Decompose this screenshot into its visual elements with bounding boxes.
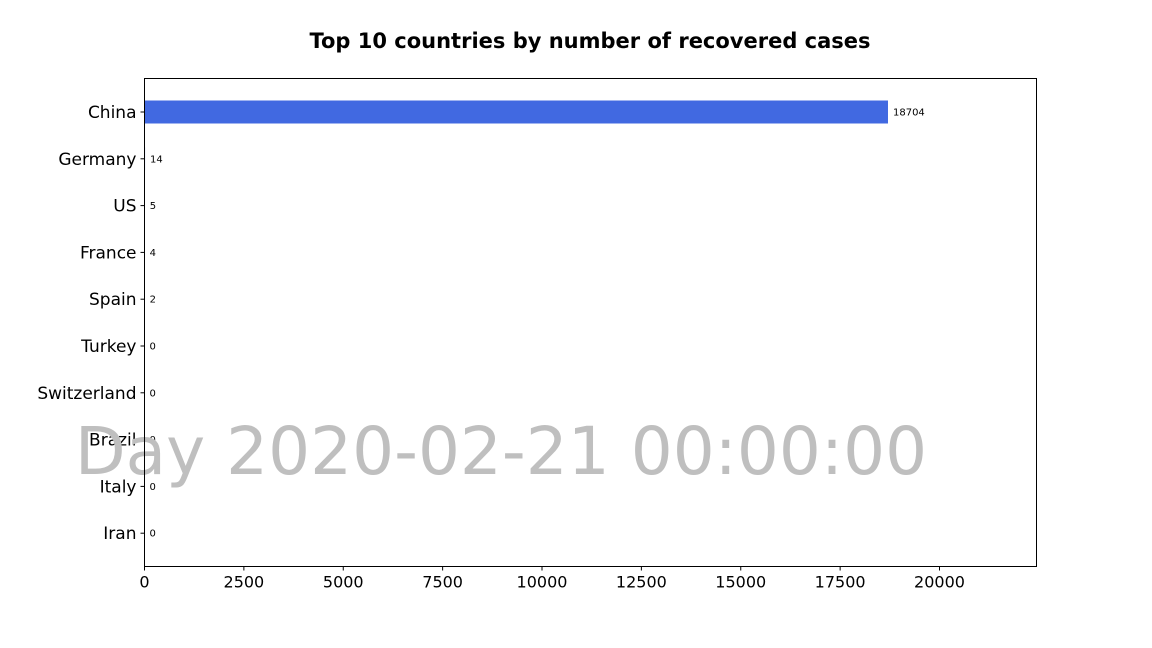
value-label-china: 18704 [893,108,925,119]
value-label-turkey: 0 [150,342,156,353]
value-label-switzerland: 0 [150,388,156,399]
y-tick-label-germany: Germany [58,150,136,170]
y-tick-label-france: France [80,243,137,263]
value-label-us: 5 [150,201,156,212]
y-tick-label-turkey: Turkey [80,337,136,357]
value-labels-layer: 18704 14 5 4 2 0 0 0 0 0 [150,108,925,540]
x-tick-label-15000: 15000 [715,573,766,592]
x-tick-label-20000: 20000 [914,573,965,592]
y-tick-label-china: China [88,103,137,123]
y-tick-label-us: US [113,197,136,217]
bar-china [144,100,888,124]
value-label-iran: 0 [150,529,156,540]
value-label-spain: 2 [150,295,156,306]
value-label-brazil: 0 [150,435,156,446]
y-tick-label-switzerland: Switzerland [37,384,136,404]
y-tick-label-brazil: Brazil [89,431,136,451]
value-label-germany: 14 [150,154,163,165]
y-tick-label-italy: Italy [100,477,137,497]
x-tick-label-5000: 5000 [323,573,364,592]
value-label-france: 4 [150,248,156,259]
plot-frame [144,78,1037,567]
x-tick-label-12500: 12500 [616,573,667,592]
x-tick-label-10000: 10000 [517,573,568,592]
chart-title: Top 10 countries by number of recovered … [309,29,870,53]
value-label-italy: 0 [150,482,156,493]
y-tick-label-iran: Iran [103,524,136,544]
x-axis: 0 2500 5000 7500 10000 12500 15000 17500 20000 [139,566,965,592]
y-axis: China Germany US France Spain Turkey Switzerla… [37,103,145,544]
date-watermark: Day 2020-02-21 00:00:00 [75,413,927,490]
x-tick-label-2500: 2500 [224,573,265,592]
bars-layer [144,100,888,311]
x-tick-label-0: 0 [139,573,149,592]
x-tick-label-7500: 7500 [422,573,463,592]
y-tick-label-spain: Spain [89,290,137,310]
x-tick-label-17500: 17500 [815,573,866,592]
